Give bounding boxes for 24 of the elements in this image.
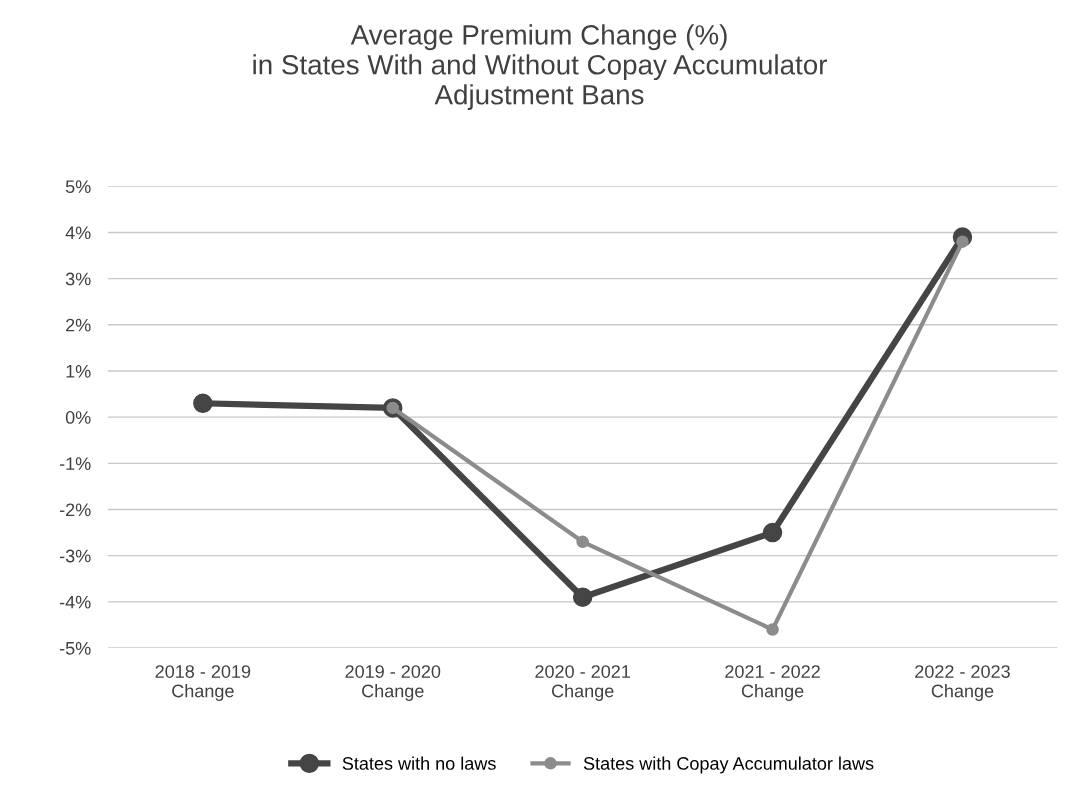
x-tick-label: 2022 - 2023 Change (915, 665, 1010, 701)
x-tick-label: 2019 - 2020 Change (345, 665, 441, 701)
y-tick-label: 4% (65, 226, 91, 240)
y-tick-label: -4% (59, 595, 91, 609)
legend-label: States with Copay Accumulator laws (583, 756, 874, 774)
x-tick-label: 2021 - 2022 Change (725, 665, 820, 701)
y-tick-label: -3% (59, 549, 91, 563)
point (572, 587, 593, 607)
y-tick-label: -1% (59, 457, 91, 470)
y-tick-label: -5% (59, 642, 91, 655)
y-tick-label: -2% (59, 503, 91, 517)
y-tick-label: 2% (66, 318, 91, 332)
point (766, 623, 779, 636)
y-tick-label: 1% (66, 364, 91, 378)
point (762, 522, 783, 543)
legend-label: States with no laws (342, 756, 496, 770)
chart-title: Average Premium Change (%) in States With and Without Copay Accumulator Adjustment Bans (253, 24, 827, 111)
y-tick-label: 0% (65, 411, 91, 424)
point (576, 535, 589, 549)
y-tick-label: 3% (65, 272, 91, 286)
point (193, 393, 213, 414)
x-tick-label: 2020 - 2021 Change (535, 665, 630, 701)
x-tick-label: 2018 - 2019 Change (155, 665, 251, 701)
y-tick-label: 5% (65, 180, 91, 194)
